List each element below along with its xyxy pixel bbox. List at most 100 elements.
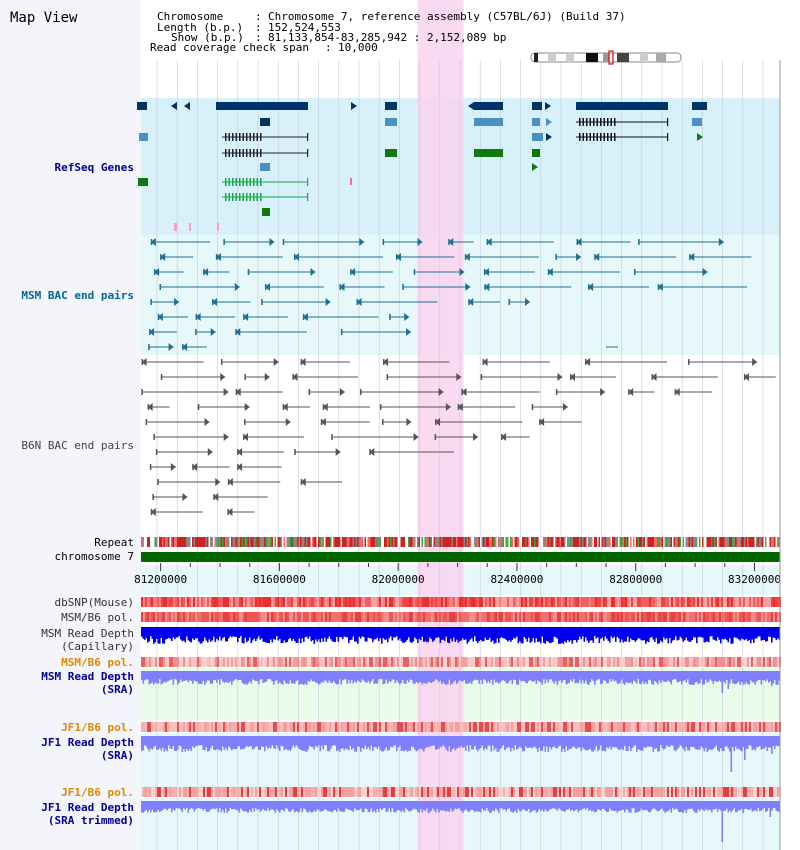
depth-bar [636, 736, 638, 752]
track-label-jf1-pol-2[interactable]: JF1/B6 pol. [61, 786, 134, 799]
depth-bar [307, 627, 310, 639]
track-label-jf1-depth-sra[interactable]: JF1 Read Depth [41, 736, 134, 749]
heat-cell [235, 722, 238, 732]
heat-cell [483, 597, 486, 607]
heat-cell [717, 597, 720, 607]
heat-cell [373, 657, 376, 667]
heat-cell [775, 787, 778, 797]
track-label-jf1-depth-trim[interactable]: JF1 Read Depth [41, 801, 134, 814]
heat-cell [649, 657, 652, 667]
heat-cell [417, 597, 420, 607]
heat-cell [181, 657, 184, 667]
track-label-refseq[interactable]: RefSeq Genes [54, 161, 134, 174]
heat-cell [343, 722, 346, 732]
heat-cell [519, 787, 522, 797]
heat-cell [205, 597, 208, 607]
depth-bar [766, 736, 769, 751]
heat-cell [195, 722, 198, 732]
heat-cell [319, 657, 322, 667]
depth-bar [316, 671, 319, 684]
heat-cell [651, 657, 654, 667]
repeat-element [621, 537, 623, 547]
depth-bar [648, 627, 650, 643]
depth-bar [412, 736, 415, 748]
depth-bar [210, 801, 212, 810]
heat-cell [377, 787, 380, 797]
depth-bar [232, 627, 235, 637]
depth-bar [615, 671, 617, 681]
heat-cell [289, 612, 292, 622]
heat-cell [603, 597, 606, 607]
depth-bar [595, 671, 598, 681]
depth-bar [531, 671, 533, 682]
depth-bar [663, 801, 665, 811]
track-label-msm-bac[interactable]: MSM BAC end pairs [21, 289, 134, 302]
depth-bar [679, 801, 682, 813]
repeat-element [600, 537, 602, 547]
repeat-element [771, 537, 773, 547]
heat-cell [705, 657, 708, 667]
depth-bar [562, 801, 565, 812]
repeat-element [672, 537, 674, 547]
depth-bar [745, 671, 748, 683]
repeat-element [637, 537, 640, 547]
repeat-element [556, 537, 559, 547]
depth-bar [520, 627, 523, 644]
heat-cell [763, 612, 766, 622]
jf1-depth-trim-track [141, 801, 781, 842]
bac-end [402, 284, 404, 290]
track-label-msm-depth-sra[interactable]: MSM Read Depth [41, 670, 134, 683]
heat-cell [279, 787, 282, 797]
track-label-msm-depth-cap[interactable]: MSM Read Depth [41, 627, 134, 640]
refseq-exon [239, 193, 241, 201]
track-label-repeat[interactable]: Repeat [94, 536, 134, 549]
heat-cell [711, 612, 714, 622]
heat-cell [277, 612, 280, 622]
track-label-msm-pol-1[interactable]: MSM/B6 pol. [61, 611, 134, 624]
depth-bar [331, 627, 334, 642]
repeat-element [318, 537, 320, 547]
heat-cell [527, 612, 530, 622]
repeat-element [235, 537, 238, 547]
depth-bar [286, 671, 289, 684]
heat-cell [365, 597, 368, 607]
depth-bar [444, 627, 446, 641]
depth-bar [270, 627, 272, 640]
depth-bar [486, 627, 488, 640]
track-label-dbsnp[interactable]: dbSNP(Mouse) [54, 596, 134, 609]
repeat-element [595, 537, 598, 547]
heat-cell [723, 787, 726, 797]
heat-cell [727, 787, 730, 797]
heat-cell [629, 597, 632, 607]
track-label-msm-pol-2[interactable]: MSM/B6 pol. [61, 656, 134, 669]
heat-cell [457, 657, 460, 667]
repeat-element [391, 537, 394, 547]
heat-cell [609, 612, 612, 622]
heat-cell [529, 597, 532, 607]
depth-bar [465, 627, 467, 640]
refseq-exon [260, 178, 262, 186]
heat-cell [309, 787, 312, 797]
depth-bar [414, 801, 416, 809]
heat-cell [361, 657, 364, 667]
depth-bar [148, 627, 151, 642]
depth-bar [742, 801, 745, 813]
heat-cell [451, 597, 454, 607]
heat-cell [309, 657, 312, 667]
depth-bar [555, 801, 557, 810]
heat-cell [645, 597, 648, 607]
track-label-b6n-bac[interactable]: B6N BAC end pairs [21, 439, 134, 452]
heat-cell [153, 722, 156, 732]
page-title: Map View [10, 10, 78, 26]
depth-bar [390, 627, 392, 637]
depth-bar [541, 801, 544, 810]
heat-cell [521, 612, 524, 622]
heat-cell [513, 612, 516, 622]
heat-cell [453, 597, 456, 607]
depth-bar [741, 627, 743, 639]
repeat-element [162, 537, 164, 547]
track-label-jf1-pol-1[interactable]: JF1/B6 pol. [61, 721, 134, 734]
heat-cell [429, 722, 432, 732]
depth-bar [768, 671, 770, 683]
